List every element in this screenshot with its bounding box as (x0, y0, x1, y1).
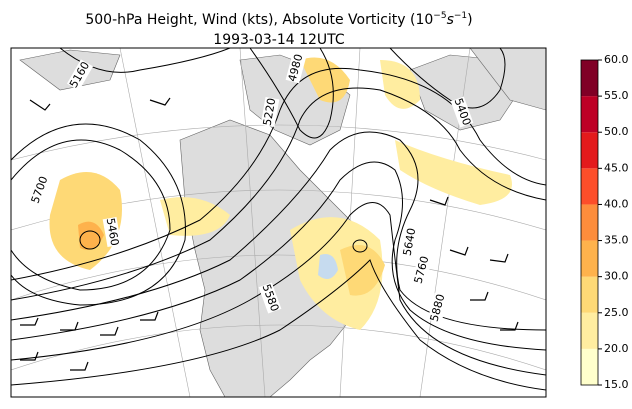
colorbar-band (581, 348, 598, 385)
contour-label-bg (400, 226, 420, 258)
contour-label-bg (427, 292, 449, 324)
contour-label-bg (102, 216, 122, 248)
contour-label-bg (260, 96, 280, 128)
title: 500-hPa Height, Wind (kts), Absolute Vor… (85, 11, 472, 28)
colorbar-band (581, 96, 598, 133)
colorbar-tick-label: 60.0 (604, 53, 629, 66)
colorbar-tick-label: 50.0 (604, 125, 629, 138)
map-frame (10, 47, 547, 398)
colorbar-band (581, 60, 598, 97)
colorbar-tick-label: 30.0 (604, 270, 629, 283)
title-text: 500-hPa Height, Wind (kts), Absolute Vor… (85, 12, 433, 28)
colorbar-band (581, 204, 598, 241)
contour-label-bg (411, 254, 433, 286)
contour-label: 5220 (261, 97, 279, 127)
colorbar-tick-label: 35.0 (604, 234, 629, 247)
colorbar-tick-label: 15.0 (604, 378, 629, 391)
contour-label: 5460 (104, 217, 122, 247)
colorbar-band (581, 276, 598, 313)
colorbar-band (581, 312, 598, 349)
contour-label-bg (285, 52, 307, 84)
contour-label: 5640 (401, 227, 419, 257)
title-exponent: −1 (454, 11, 467, 21)
subtitle: 1993-03-14 12UTC (213, 32, 345, 48)
colorbar-tick-label: 40.0 (604, 197, 629, 210)
contour-label-bg (258, 282, 282, 314)
colorbar-tick-label: 45.0 (604, 161, 629, 174)
colorbar-band (581, 240, 598, 277)
colorbar-tick-label: 55.0 (604, 89, 629, 102)
colorbar-band (581, 132, 598, 169)
colorbar-tick-label: 25.0 (604, 306, 629, 319)
contour-label-bg (450, 96, 474, 128)
colorbar-frame (580, 59, 599, 386)
contour-label-bg (28, 174, 52, 206)
title-text: ) (467, 12, 472, 28)
contour-label-bg (66, 59, 94, 91)
colorbar-band (581, 168, 598, 205)
title-unit: s (447, 12, 454, 28)
title-exponent: −5 (433, 11, 446, 21)
colorbar-tick-label: 20.0 (604, 342, 629, 355)
